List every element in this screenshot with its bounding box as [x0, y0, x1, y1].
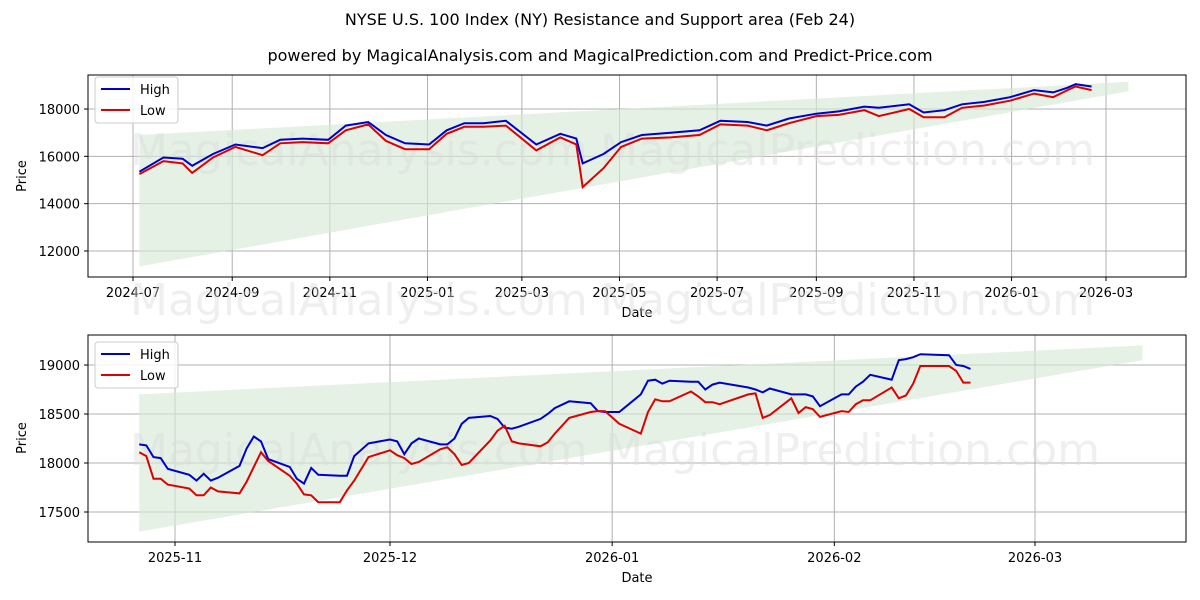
- top-high-line: [138, 83, 1092, 173]
- top-x-axis: 2024-07 2024-09 2024-11 2025-01 2025-03 2025-…: [106, 277, 1133, 301]
- x-tick-label: 2025-05: [592, 286, 646, 301]
- chart-subtitle: powered by MagicalAnalysis.com and Magic…: [267, 46, 933, 65]
- bottom-y-axis: 17500 18000 18500 19000: [39, 359, 88, 521]
- x-tick-label: 2024-07: [106, 286, 160, 301]
- bottom-y-axis-label: Price: [15, 422, 30, 454]
- top-legend-low-label: Low: [140, 104, 166, 119]
- watermark-top-1: MagicalAnalysis.com: [130, 125, 588, 176]
- watermark-top-2: MagicalPrediction.com: [600, 125, 1095, 176]
- x-tick-label: 2025-12: [363, 551, 417, 566]
- bottom-legend: High Low: [94, 341, 179, 389]
- watermark-bottom-1: MagicalAnalysis.com: [130, 425, 588, 476]
- x-tick-label: 2025-11: [887, 286, 941, 301]
- bottom-legend-low-label: Low: [140, 369, 166, 384]
- top-x-axis-label: Date: [621, 306, 652, 321]
- x-tick-label: 2025-07: [690, 286, 744, 301]
- y-tick-label: 17500: [39, 506, 80, 521]
- x-tick-label: 2025-11: [148, 551, 202, 566]
- bottom-low-line: [138, 365, 971, 504]
- y-tick-label: 12000: [39, 245, 80, 260]
- chart-title: NYSE U.S. 100 Index (NY) Resistance and …: [344, 10, 856, 29]
- top-y-axis: 12000 14000 16000 18000: [39, 103, 88, 260]
- watermark-bottom-2: MagicalPrediction.com: [605, 425, 1100, 476]
- bottom-x-axis-label: Date: [621, 571, 652, 586]
- y-tick-label: 18000: [39, 457, 80, 472]
- x-tick-label: 2026-03: [1008, 551, 1062, 566]
- x-tick-label: 2026-03: [1079, 286, 1133, 301]
- bottom-x-axis: 2025-11 2025-12 2026-01 2026-02 2026-03: [148, 542, 1062, 566]
- x-tick-label: 2025-01: [400, 286, 454, 301]
- y-tick-label: 19000: [39, 359, 80, 374]
- y-tick-label: 18500: [39, 408, 80, 423]
- x-tick-label: 2024-11: [303, 286, 357, 301]
- x-tick-label: 2026-01: [984, 286, 1038, 301]
- top-y-axis-label: Price: [15, 160, 30, 192]
- bottom-chart: MagicalAnalysis.com MagicalPrediction.co…: [15, 334, 1187, 586]
- watermark-top-4: MagicalPrediction.com: [600, 275, 1095, 326]
- top-support-resistance-band: [139, 81, 1129, 267]
- y-tick-label: 16000: [39, 150, 80, 165]
- bottom-support-resistance-band: [139, 345, 1143, 532]
- watermark-top-3: MagicalAnalysis.com: [130, 275, 588, 326]
- x-tick-label: 2025-09: [789, 286, 843, 301]
- bottom-legend-high-label: High: [140, 348, 170, 363]
- x-tick-label: 2026-02: [807, 551, 861, 566]
- y-tick-label: 14000: [39, 198, 80, 213]
- x-tick-label: 2025-03: [495, 286, 549, 301]
- bottom-high-line: [139, 353, 971, 486]
- top-low-line: [138, 85, 1092, 190]
- x-tick-label: 2024-09: [205, 286, 259, 301]
- top-chart: MagicalAnalysis.com MagicalPrediction.co…: [15, 74, 1187, 326]
- y-tick-label: 18000: [39, 103, 80, 118]
- top-legend-high-label: High: [140, 83, 170, 98]
- top-legend: High Low: [94, 76, 179, 124]
- bottom-axes-frame: [87, 334, 1187, 543]
- x-tick-label: 2026-01: [585, 551, 639, 566]
- top-axes-frame: [87, 74, 1187, 278]
